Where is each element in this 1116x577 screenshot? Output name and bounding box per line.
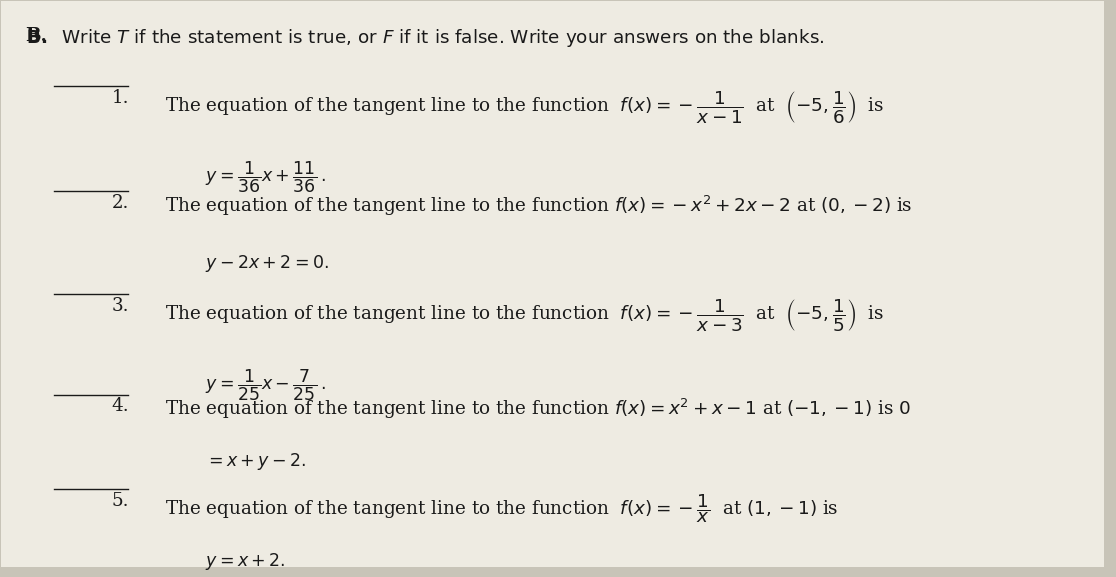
Text: The equation of the tangent line to the function  $f(x)=-\dfrac{1}{x-1}$  at  $\: The equation of the tangent line to the … — [164, 89, 884, 125]
Text: $\mathbf{B.}$$\;$ Write $\mathit{T}$ if the statement is true, or $\mathit{F}$ i: $\mathbf{B.}$$\;$ Write $\mathit{T}$ if … — [26, 27, 825, 49]
Text: $y=x+2.$: $y=x+2.$ — [205, 551, 286, 572]
Text: $=x+y-2.$: $=x+y-2.$ — [205, 451, 307, 472]
Text: $y=\dfrac{1}{36}x+\dfrac{11}{36}\,.$: $y=\dfrac{1}{36}x+\dfrac{11}{36}\,.$ — [205, 160, 326, 195]
Text: 2.: 2. — [112, 194, 129, 212]
Text: 3.: 3. — [112, 297, 129, 314]
Text: The equation of the tangent line to the function $f(x)=x^2+x-1$ at $(-1,-1)$ is : The equation of the tangent line to the … — [164, 398, 911, 421]
Text: The equation of the tangent line to the function  $f(x)=-\dfrac{1}{x-3}$  at  $\: The equation of the tangent line to the … — [164, 297, 884, 333]
Text: $y-2x+2=0.$: $y-2x+2=0.$ — [205, 253, 329, 274]
Text: 1.: 1. — [112, 89, 129, 107]
Text: The equation of the tangent line to the function $f(x)=-x^2+2x-2$ at $(0,-2)$ is: The equation of the tangent line to the … — [164, 194, 912, 218]
Text: 4.: 4. — [112, 398, 129, 415]
Text: The equation of the tangent line to the function  $f(x)=-\dfrac{1}{x}$  at $(1,-: The equation of the tangent line to the … — [164, 492, 838, 524]
Text: $y=\dfrac{1}{25}x-\dfrac{7}{25}\,.$: $y=\dfrac{1}{25}x-\dfrac{7}{25}\,.$ — [205, 368, 326, 403]
Text: B.: B. — [26, 27, 48, 45]
Text: 5.: 5. — [112, 492, 129, 510]
